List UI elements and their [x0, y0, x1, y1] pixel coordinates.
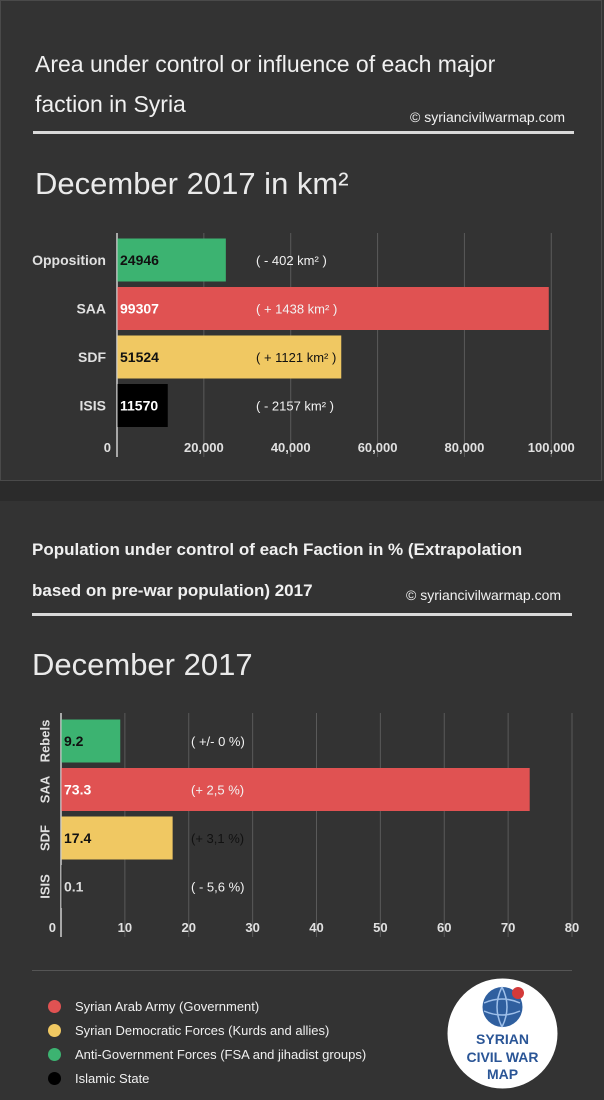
tick-label: 0	[104, 440, 111, 455]
area-panel	[0, 0, 602, 481]
tick-label: 80,000	[445, 440, 485, 455]
logo-line2: CIVIL WAR	[466, 1049, 538, 1065]
data-label: 0.1	[64, 879, 84, 895]
data-label: 9.2	[64, 733, 84, 749]
bar	[61, 719, 121, 763]
bar	[117, 335, 342, 379]
data-label: 24946	[120, 252, 159, 268]
tick-label: 40,000	[271, 440, 311, 455]
legend: Syrian Arab Army (Government) Syrian Dem…	[48, 994, 366, 1090]
data-label: 99307	[120, 301, 159, 317]
bar	[117, 384, 168, 427]
data-label: 73.3	[64, 782, 91, 798]
legend-dot-opposition	[48, 1047, 61, 1061]
change-annotation: ( + 1438 km² )	[256, 302, 337, 317]
legend-label-sdf: Syrian Democratic Forces (Kurds and alli…	[75, 1022, 330, 1038]
legend-label-isis: Islamic State	[75, 1070, 150, 1086]
logo-line3: MAP	[487, 1066, 518, 1082]
globe-icon	[482, 987, 523, 1027]
legend-dot-isis	[48, 1071, 61, 1085]
change-annotation: (+ 3,1 %)	[191, 831, 244, 846]
change-annotation: ( + 1121 km² )	[256, 350, 336, 365]
globe-lines-icon	[483, 986, 521, 1028]
population-chart-subtitle: December 2017	[32, 647, 253, 682]
category-label: ISIS	[38, 874, 53, 899]
legend-dot-saa	[48, 999, 61, 1013]
category-label: Opposition	[32, 252, 106, 268]
map-pin-icon	[512, 987, 524, 999]
bar	[117, 238, 226, 282]
area-title-rule	[33, 131, 574, 134]
logo-line1: SYRIAN	[476, 1031, 529, 1047]
bar	[61, 768, 530, 811]
population-chart-title: Population under control of each Faction…	[32, 540, 523, 600]
category-label: SDF	[38, 825, 53, 851]
legend-dot-sdf	[48, 1023, 61, 1037]
legend-item-isis: Islamic State	[48, 1066, 366, 1090]
area-chart: Opposition 24946 ( - 402 km² ) SAA 99307 ( + …	[32, 233, 575, 457]
area-chart-subtitle: December 2017 in km²	[35, 166, 349, 201]
change-annotation: ( +/- 0 %)	[191, 734, 245, 749]
tick-label: 20	[182, 920, 196, 935]
legend-label-opposition: Anti-Government Forces (FSA and jihadist…	[75, 1046, 367, 1062]
bar	[61, 865, 63, 908]
change-annotation: ( - 2157 km² )	[256, 399, 334, 414]
population-chart: Rebels 9.2 ( +/- 0 %) SAA 73.3 (+ 2,5 %) SDF 17…	[38, 713, 579, 937]
category-label: ISIS	[80, 398, 106, 414]
legend-item-opposition: Anti-Government Forces (FSA and jihadist…	[48, 1042, 366, 1066]
change-annotation: ( - 5,6 %)	[191, 880, 244, 895]
logo-background	[447, 978, 558, 1089]
panel-separator	[0, 481, 604, 501]
tick-label: 30	[245, 920, 259, 935]
legend-divider	[32, 970, 572, 971]
tick-label: 60,000	[358, 440, 398, 455]
tick-label: 20,000	[184, 440, 224, 455]
tick-label: 40	[309, 920, 323, 935]
tick-label: 80	[565, 920, 579, 935]
legend-item-sdf: Syrian Democratic Forces (Kurds and alli…	[48, 1018, 366, 1042]
tick-label: 10	[118, 920, 132, 935]
bar	[117, 287, 549, 330]
category-label: SAA	[76, 301, 106, 317]
population-copyright: © syriancivilwarmap.com	[406, 587, 562, 603]
area-chart-title: Area under control or influence of each …	[35, 51, 496, 117]
tick-label: 0	[49, 920, 56, 935]
category-label: SAA	[38, 775, 53, 803]
legend-item-saa: Syrian Arab Army (Government)	[48, 994, 366, 1018]
category-label: Rebels	[38, 720, 53, 763]
category-label: SDF	[78, 349, 106, 365]
tick-label: 70	[501, 920, 515, 935]
syrian-civil-war-map-logo: SYRIAN CIVIL WAR MAP	[447, 978, 558, 1089]
legend-label-saa: Syrian Arab Army (Government)	[75, 998, 260, 1014]
population-title-rule	[32, 613, 572, 616]
change-annotation: (+ 2,5 %)	[191, 783, 244, 798]
area-copyright: © syriancivilwarmap.com	[410, 109, 566, 125]
data-label: 11570	[120, 398, 158, 414]
tick-label: 100,000	[528, 440, 575, 455]
data-label: 17.4	[64, 830, 91, 846]
change-annotation: ( - 402 km² )	[256, 253, 327, 268]
data-label: 51524	[120, 349, 159, 365]
tick-label: 50	[373, 920, 387, 935]
bar	[61, 816, 173, 860]
tick-label: 60	[437, 920, 451, 935]
